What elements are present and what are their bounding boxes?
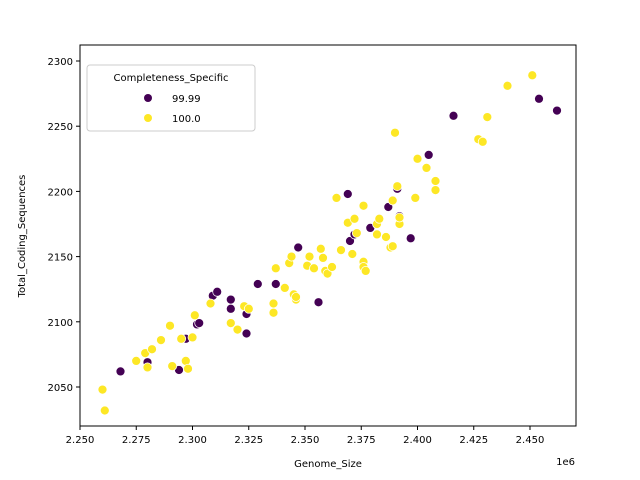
data-point — [374, 213, 385, 224]
data-point — [156, 335, 166, 345]
data-point — [394, 212, 405, 223]
data-point — [390, 127, 400, 138]
data-point — [147, 344, 157, 355]
data-point — [291, 292, 301, 302]
x-tick-label: 2.425 — [459, 435, 488, 446]
y-tick-label: 2300 — [48, 57, 73, 68]
data-point — [387, 195, 398, 206]
data-point — [225, 303, 236, 314]
data-point — [252, 279, 263, 289]
y-tick-label: 2100 — [48, 318, 73, 329]
legend-box — [86, 64, 256, 132]
legend: Completeness_Specific 99.99 100.0 — [86, 64, 256, 132]
data-point — [97, 384, 108, 395]
data-point — [372, 229, 382, 240]
data-point — [313, 297, 324, 308]
x-tick-label: 2.250 — [66, 435, 95, 446]
data-point — [336, 245, 346, 255]
data-point — [176, 333, 187, 344]
data-point — [351, 228, 362, 238]
legend-title: Completeness_Specific — [113, 73, 228, 84]
data-point — [318, 253, 328, 263]
y-tick-label: 2050 — [48, 383, 73, 394]
x-tick-label: 2.325 — [234, 435, 263, 446]
data-point — [279, 283, 290, 293]
data-point — [131, 356, 142, 366]
data-point — [423, 150, 434, 160]
data-point — [345, 236, 355, 246]
data-point — [142, 362, 153, 373]
data-point — [430, 185, 441, 195]
data-point — [527, 70, 538, 81]
y-tick-label: 2250 — [48, 122, 73, 133]
data-point — [293, 242, 304, 253]
data-point — [183, 363, 193, 374]
data-point — [115, 366, 126, 377]
data-point — [387, 241, 398, 252]
data-point — [349, 213, 360, 224]
y-axis-ticks: 2050 2100 2150 2200 2250 2300 — [48, 57, 80, 394]
data-point — [392, 181, 403, 192]
x-tick-label: 2.350 — [291, 435, 320, 446]
data-point — [347, 249, 358, 259]
axes-frame — [79, 44, 577, 427]
data-point — [430, 176, 441, 186]
data-point — [534, 93, 544, 104]
data-point — [315, 243, 326, 254]
data-point — [167, 361, 178, 371]
data-point — [502, 80, 513, 91]
x-tick-label: 2.375 — [347, 435, 376, 446]
x-axis-ticks: 2.250 2.275 2.300 2.325 2.350 2.375 2.400 2.425… — [66, 426, 545, 446]
data-point — [477, 136, 488, 147]
data-point — [381, 232, 391, 242]
data-point — [99, 405, 110, 416]
data-point — [358, 200, 369, 211]
data-points — [97, 70, 562, 416]
data-point — [270, 263, 281, 274]
data-point — [309, 263, 319, 274]
data-point — [410, 193, 421, 203]
y-axis-label: Total_Coding_Sequences — [17, 175, 28, 299]
y-tick-label: 2150 — [48, 253, 73, 264]
data-point — [241, 328, 252, 339]
data-point — [268, 298, 279, 309]
data-point — [405, 233, 416, 244]
data-point — [232, 324, 243, 335]
x-tick-label: 2.450 — [516, 435, 545, 446]
data-point — [205, 298, 216, 309]
legend-marker-100-0 — [144, 114, 152, 122]
x-axis-offset-label: 1e6 — [556, 457, 575, 468]
data-point — [304, 251, 315, 262]
x-axis-label: Genome_Size — [294, 459, 362, 470]
data-point — [421, 163, 432, 173]
data-point — [212, 286, 223, 297]
data-point — [194, 318, 205, 328]
legend-label-100-0: 100.0 — [172, 114, 201, 125]
data-point — [448, 110, 459, 121]
data-point — [322, 268, 333, 279]
data-point — [482, 112, 493, 122]
data-point — [189, 310, 200, 321]
data-point — [342, 189, 353, 199]
data-point — [268, 307, 279, 318]
y-tick-label: 2200 — [48, 187, 73, 198]
data-point — [225, 294, 236, 305]
legend-label-99-99: 99.99 — [172, 94, 201, 105]
x-tick-label: 2.275 — [122, 435, 151, 446]
data-point — [225, 318, 236, 328]
data-point — [165, 320, 175, 331]
data-point — [360, 266, 371, 276]
data-point — [270, 279, 281, 289]
data-point — [327, 262, 337, 272]
legend-marker-99-99 — [144, 94, 152, 102]
data-point — [286, 251, 297, 262]
data-point — [412, 153, 423, 164]
data-point — [243, 303, 254, 314]
data-point — [331, 193, 342, 203]
data-point — [552, 105, 562, 116]
x-tick-label: 2.400 — [403, 435, 432, 446]
x-tick-label: 2.300 — [178, 435, 207, 446]
data-point — [187, 332, 198, 343]
